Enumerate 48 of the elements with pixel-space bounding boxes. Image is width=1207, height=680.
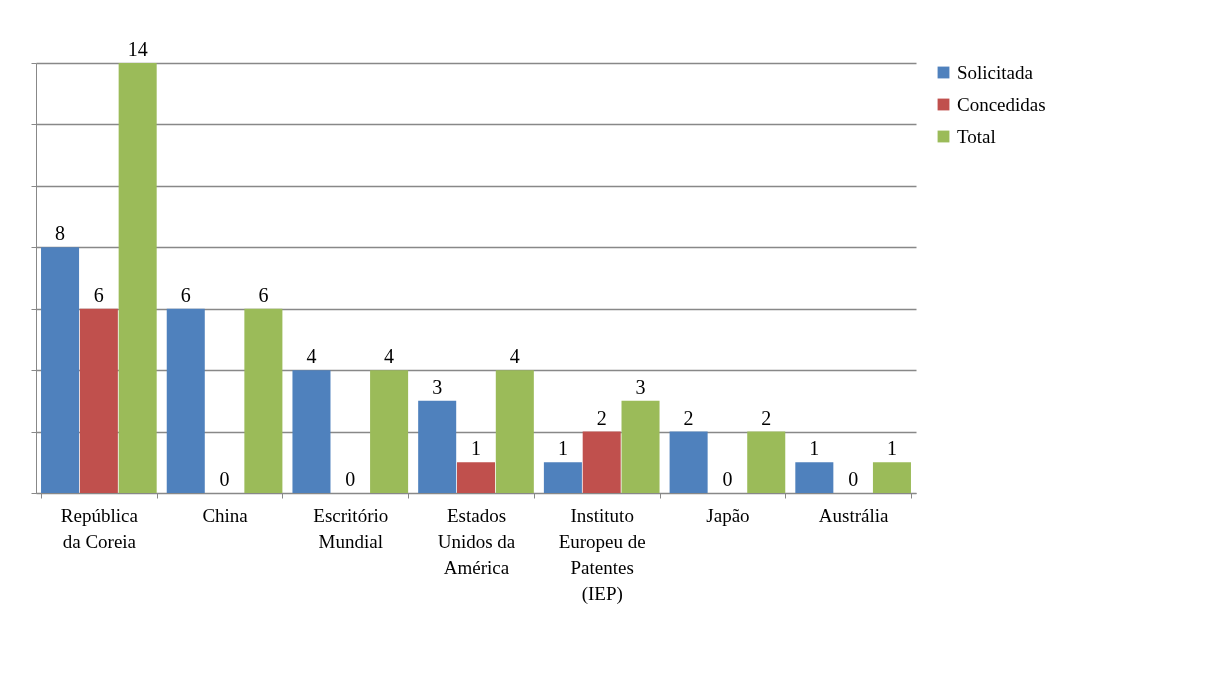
- data-label: 1: [557, 437, 568, 460]
- legend-label: Concedidas: [957, 93, 1046, 115]
- data-label: 6: [93, 283, 104, 306]
- bar: [795, 462, 834, 493]
- data-label: 3: [635, 375, 646, 398]
- x-tick-label: Estados Unidos da América: [437, 504, 516, 578]
- x-tick-label: Japão: [706, 504, 750, 526]
- data-label: 2: [761, 406, 772, 429]
- data-label: 2: [683, 406, 694, 429]
- bar: [79, 308, 118, 493]
- x-tick-label: República da Coreia: [60, 504, 139, 552]
- bar: [669, 431, 708, 493]
- bar: [292, 370, 331, 493]
- bar: [418, 400, 457, 493]
- data-label: 4: [384, 345, 395, 368]
- bar: [872, 462, 911, 493]
- bar: [543, 462, 582, 493]
- legend-label: Total: [957, 125, 996, 147]
- bar: [118, 63, 157, 493]
- data-label: 0: [345, 468, 356, 490]
- data-label: 8: [55, 222, 66, 245]
- x-tick-label: Instituto Europeu de Patentes (IEP): [558, 504, 646, 605]
- data-label: 14: [127, 38, 148, 60]
- bar: [456, 462, 496, 493]
- data-label: 3: [432, 375, 443, 398]
- data-label: 0: [219, 468, 230, 490]
- bar: [582, 431, 621, 493]
- bar: [244, 308, 283, 493]
- data-label: 6: [180, 283, 191, 306]
- bar: [621, 400, 660, 493]
- bar: [41, 247, 80, 493]
- x-tick-label: Austrália: [818, 504, 890, 526]
- bar: [747, 431, 786, 493]
- data-label: 0: [722, 468, 733, 490]
- bar: [495, 370, 534, 493]
- x-tick-label: China: [202, 504, 249, 526]
- bar: [166, 308, 205, 493]
- bar: [370, 370, 409, 493]
- data-label: 0: [848, 468, 859, 490]
- x-tick-label: Escritório Mundial: [313, 504, 389, 552]
- data-label: 1: [809, 437, 820, 460]
- data-label: 2: [596, 406, 607, 429]
- legend-label: Solicitada: [957, 61, 1034, 83]
- data-label: 6: [258, 283, 269, 306]
- data-label: 1: [471, 437, 481, 460]
- data-label: 4: [509, 345, 520, 368]
- data-label: 1: [886, 437, 897, 460]
- data-label: 4: [306, 345, 317, 368]
